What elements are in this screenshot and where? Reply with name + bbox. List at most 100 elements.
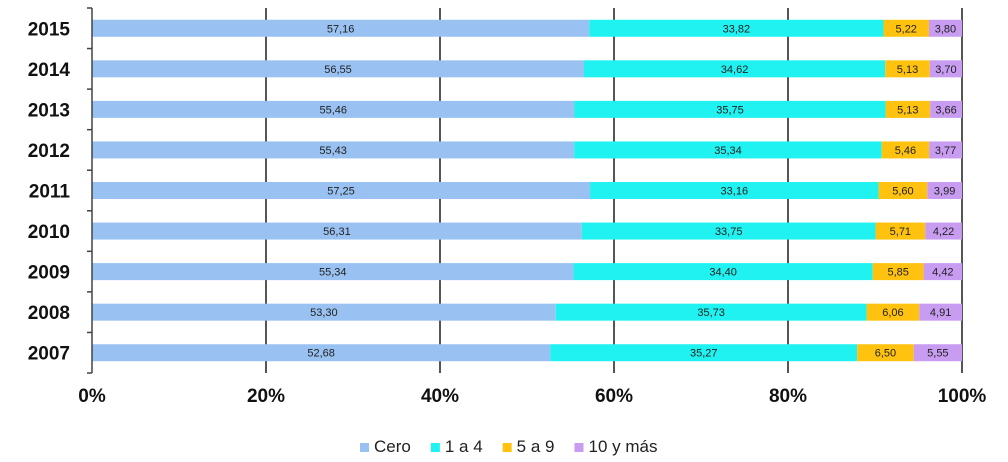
data-label: 3,77: [935, 145, 956, 157]
data-label: 57,16: [327, 23, 355, 35]
legend-swatch: [430, 443, 440, 452]
data-label: 33,82: [723, 23, 751, 35]
bar-segment: [574, 141, 882, 159]
data-label: 3,70: [935, 64, 956, 76]
x-tick-label: 0%: [78, 386, 106, 407]
data-label: 4,91: [930, 307, 951, 319]
legend-label: 1 a 4: [445, 437, 483, 456]
bar-segment: [919, 303, 962, 321]
data-label: 57,25: [327, 186, 355, 198]
bar-segment: [866, 303, 920, 321]
data-label: 6,50: [875, 348, 896, 360]
data-label: 33,16: [721, 186, 749, 198]
data-label: 5,55: [927, 348, 948, 360]
bar-segment: [92, 100, 575, 118]
data-label: 34,62: [721, 64, 749, 76]
category-label: 2012: [28, 141, 70, 162]
data-label: 5,71: [890, 226, 911, 238]
bar-segment: [92, 303, 556, 321]
bar-segment: [929, 60, 962, 78]
bar-segment: [928, 19, 962, 37]
data-label: 55,46: [319, 104, 347, 116]
data-label: 35,27: [690, 348, 718, 360]
bar-segment: [581, 222, 876, 240]
data-label: 56,31: [323, 226, 351, 238]
x-tick-label: 60%: [595, 386, 633, 407]
legend-swatch: [360, 443, 369, 452]
bar-segment: [927, 182, 962, 199]
data-label: 33,75: [715, 226, 743, 238]
bar-segment: [92, 263, 574, 281]
data-label: 53,30: [310, 307, 338, 319]
data-label: 34,40: [709, 267, 737, 279]
bar-segment: [555, 303, 867, 321]
bar-segment: [929, 141, 962, 159]
category-label: 2014: [28, 60, 71, 81]
data-label: 5,60: [892, 186, 913, 198]
legend-swatch: [502, 443, 512, 452]
data-label: 55,34: [319, 267, 347, 279]
data-label: 4,42: [932, 267, 953, 279]
category-label: 2011: [29, 182, 71, 203]
data-label: 4,22: [933, 226, 954, 238]
category-label: 2007: [28, 344, 70, 365]
bar-segment: [92, 141, 575, 159]
bar-segment: [930, 100, 962, 118]
x-tick-label: 20%: [247, 386, 285, 407]
x-tick-label: 40%: [421, 386, 459, 407]
bar-segment: [872, 263, 924, 281]
data-label: 56,55: [324, 64, 352, 76]
legend: Cero 1 a 4 5 a 9 10 y más: [360, 437, 657, 456]
data-label: 52,68: [307, 348, 335, 360]
bar-segment: [583, 60, 886, 78]
bar-segment: [92, 19, 590, 37]
category-label: 2010: [28, 222, 70, 243]
axes: 2015 2014 2013 2012 2011 2010 2009 2008 2007 0% 20…: [28, 7, 987, 407]
category-label: 2009: [28, 263, 70, 284]
legend-label: 5 a 9: [517, 437, 555, 456]
bar-segment: [573, 263, 873, 281]
legend-label: Cero: [374, 437, 411, 456]
bar-segment: [875, 222, 926, 240]
bar-segment: [589, 19, 884, 37]
bar-segment: [913, 344, 962, 362]
data-label: 5,22: [896, 23, 917, 35]
bar-segment: [92, 344, 551, 362]
data-label: 5,13: [897, 64, 918, 76]
bar-segment: [550, 344, 858, 362]
data-label: 35,34: [714, 145, 742, 157]
bar-segment: [885, 100, 931, 118]
bar-segment: [857, 344, 914, 362]
data-label: 5,13: [897, 104, 918, 116]
data-label: 35,73: [697, 307, 725, 319]
data-label: 5,85: [887, 267, 908, 279]
bar-segment: [878, 182, 928, 199]
bar-segment: [574, 100, 886, 118]
data-label: 6,06: [882, 307, 903, 319]
data-label: 3,80: [935, 23, 956, 35]
bar-segment: [881, 141, 930, 159]
bar-segment: [925, 222, 962, 240]
data-label: 5,46: [895, 145, 916, 157]
bar-segment: [885, 60, 930, 78]
data-label: 55,43: [319, 145, 347, 157]
category-label: 2015: [28, 19, 71, 40]
x-tick-label: 80%: [769, 386, 807, 407]
x-tick-label: 100%: [938, 386, 987, 407]
data-label: 3,66: [935, 104, 956, 116]
data-label: 3,99: [934, 186, 955, 198]
category-label: 2008: [28, 303, 70, 324]
bar-segment: [590, 182, 879, 199]
legend-swatch: [574, 443, 584, 452]
data-label: 35,75: [716, 104, 744, 116]
bar-segment: [92, 60, 584, 78]
bar-segment: [883, 19, 929, 37]
bar-segment: [92, 182, 591, 199]
bars: 57,16 33,82 5,22 3,80 56,55 34,62 5,13 3,70 55,4…: [92, 19, 963, 362]
legend-label: 10 y más: [588, 437, 657, 456]
bar-segment: [92, 222, 582, 240]
category-label: 2013: [28, 100, 70, 121]
bar-segment: [923, 263, 963, 281]
